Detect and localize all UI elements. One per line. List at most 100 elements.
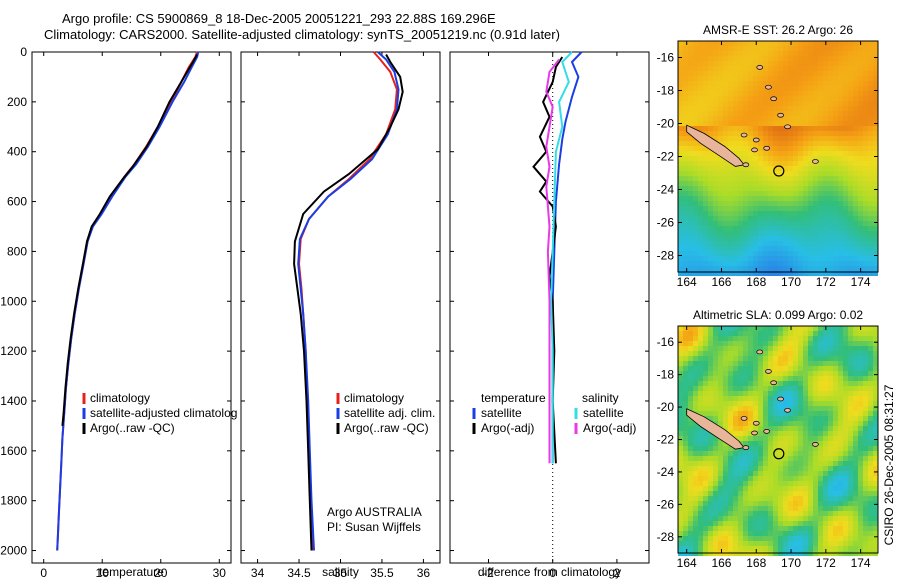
map-cell: [873, 176, 878, 181]
map-cell: [833, 541, 838, 546]
map-cell: [678, 231, 683, 236]
map-cell: [793, 256, 798, 261]
map-cell: [858, 96, 863, 101]
map-cell: [868, 516, 873, 521]
map-cell: [798, 481, 803, 486]
map-cell: [848, 56, 853, 61]
map-cell: [833, 246, 838, 251]
map-cell: [803, 221, 808, 226]
map-cell: [868, 376, 873, 381]
map-cell: [688, 181, 693, 186]
map-cell: [793, 91, 798, 96]
map-cell: [828, 96, 833, 101]
map-cell: [733, 111, 738, 116]
map-cell: [758, 76, 763, 81]
map-cell: [788, 356, 793, 361]
map-cell: [828, 41, 833, 46]
map-cell: [833, 401, 838, 406]
map-cell: [868, 426, 873, 431]
map-cell: [823, 431, 828, 436]
map-cell: [783, 61, 788, 66]
map-cell: [858, 521, 863, 526]
map-cell: [858, 491, 863, 496]
map-cell: [773, 81, 778, 86]
map-cell: [798, 46, 803, 51]
map-cell: [828, 161, 833, 166]
map-cell: [788, 501, 793, 506]
map-cell: [698, 341, 703, 346]
map-cell: [708, 536, 713, 541]
map-cell: [848, 111, 853, 116]
map-cell: [688, 241, 693, 246]
map-cell: [858, 421, 863, 426]
map-cell: [738, 211, 743, 216]
map-cell: [683, 81, 688, 86]
map-cell: [693, 381, 698, 386]
map-cell: [868, 546, 873, 551]
map-cell: [693, 216, 698, 221]
map-cell: [718, 211, 723, 216]
map-cell: [833, 341, 838, 346]
map-cell: [808, 146, 813, 151]
map-cell: [723, 341, 728, 346]
map-cell: [748, 431, 753, 436]
map-cell: [833, 466, 838, 471]
map-cell: [798, 396, 803, 401]
map-cell: [848, 451, 853, 456]
map-cell: [683, 181, 688, 186]
map-cell: [828, 46, 833, 51]
map-cell: [803, 441, 808, 446]
map-cell: [763, 481, 768, 486]
map-cell: [773, 216, 778, 221]
map-cell: [718, 486, 723, 491]
map-cell: [823, 401, 828, 406]
map-cell: [748, 501, 753, 506]
map-cell: [808, 271, 813, 276]
map-cell: [753, 516, 758, 521]
y-tick-label: 600: [7, 195, 27, 209]
map-cell: [868, 201, 873, 206]
map-cell: [753, 196, 758, 201]
map-cell: [808, 451, 813, 456]
map-cell: [733, 46, 738, 51]
map-cell: [718, 511, 723, 516]
map-cell: [698, 61, 703, 66]
map-cell: [708, 496, 713, 501]
map-cell: [873, 506, 878, 511]
map-cell: [718, 171, 723, 176]
map-cell: [798, 131, 803, 136]
map-cell: [848, 271, 853, 276]
map-cell: [868, 111, 873, 116]
map-cell: [758, 431, 763, 436]
map-cell: [843, 396, 848, 401]
map-cell: [848, 76, 853, 81]
series-line: [297, 51, 400, 551]
map-cell: [823, 416, 828, 421]
map-cell: [743, 146, 748, 151]
map-cell: [748, 236, 753, 241]
map-cell: [873, 116, 878, 121]
map-cell: [818, 131, 823, 136]
map-cell: [708, 481, 713, 486]
map-cell: [868, 526, 873, 531]
map-cell: [803, 126, 808, 131]
map-cell: [853, 171, 858, 176]
map-cell: [763, 451, 768, 456]
map-cell: [708, 46, 713, 51]
map-cell: [758, 201, 763, 206]
map-cell: [678, 381, 683, 386]
map-cell: [768, 46, 773, 51]
map-cell: [748, 266, 753, 271]
map-cell: [803, 226, 808, 231]
map-cell: [798, 166, 803, 171]
map-cell: [753, 536, 758, 541]
map-cell: [743, 411, 748, 416]
map-cell: [713, 101, 718, 106]
map-cell: [808, 361, 813, 366]
map-cell: [798, 461, 803, 466]
y-tick-label: 0: [20, 45, 27, 59]
map-cell: [833, 51, 838, 56]
map-cell: [713, 246, 718, 251]
map-cell: [863, 181, 868, 186]
map-cell: [708, 206, 713, 211]
